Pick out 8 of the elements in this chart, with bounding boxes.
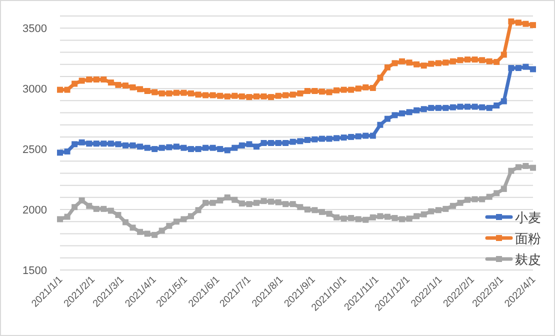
legend-label: 面粉 (515, 231, 541, 246)
y-tick-label: 3500 (22, 23, 47, 36)
y-tick-label: 1500 (22, 265, 47, 277)
legend-label: 小麦 (515, 210, 541, 225)
legend-label: 麸皮 (515, 252, 541, 267)
y-tick-label: 2000 (22, 204, 47, 217)
y-tick-label: 3000 (22, 84, 47, 96)
y-tick-label: 2500 (22, 144, 47, 156)
